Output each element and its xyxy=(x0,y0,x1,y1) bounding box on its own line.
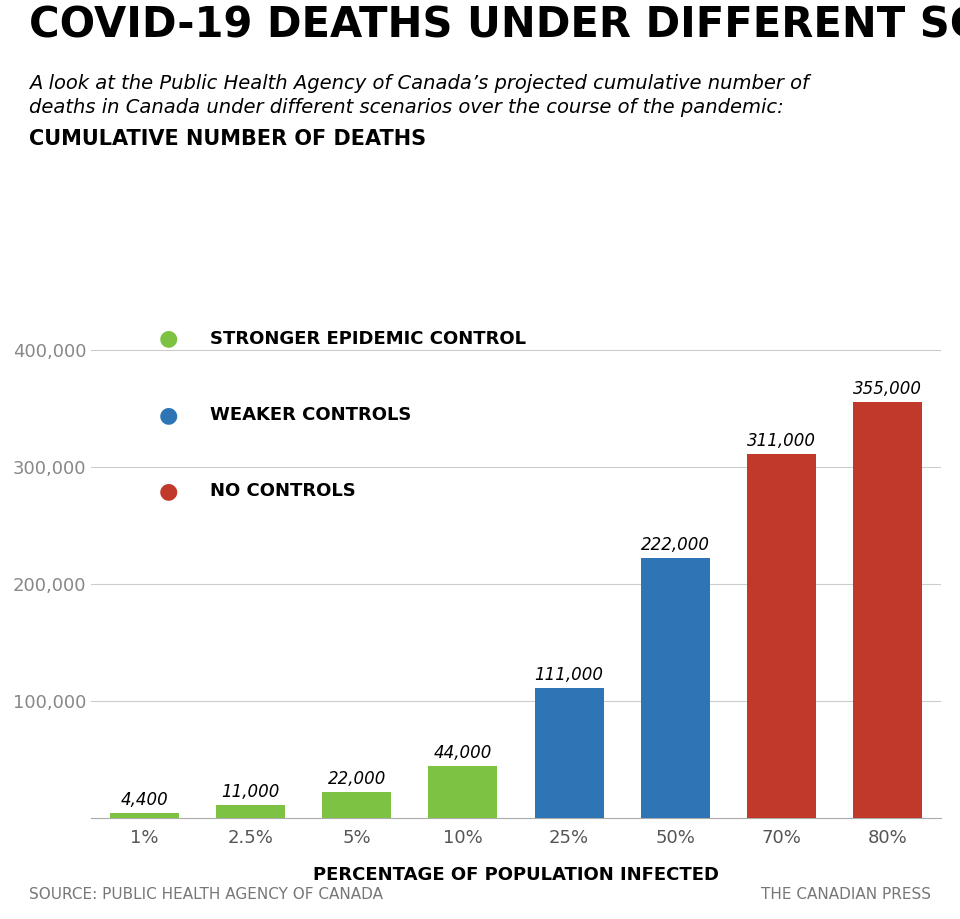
Text: STRONGER EPIDEMIC CONTROL: STRONGER EPIDEMIC CONTROL xyxy=(210,330,526,347)
Bar xyxy=(428,766,497,818)
Text: ●: ● xyxy=(159,328,179,348)
Bar xyxy=(109,812,179,818)
Text: COVID-19 DEATHS UNDER DIFFERENT SCENARIOS: COVID-19 DEATHS UNDER DIFFERENT SCENARIO… xyxy=(29,5,960,47)
Text: WEAKER CONTROLS: WEAKER CONTROLS xyxy=(210,406,412,424)
Text: 111,000: 111,000 xyxy=(535,666,604,684)
Text: 311,000: 311,000 xyxy=(747,432,816,449)
Text: 11,000: 11,000 xyxy=(222,783,279,801)
Text: CUMULATIVE NUMBER OF DEATHS: CUMULATIVE NUMBER OF DEATHS xyxy=(29,129,426,149)
Text: NO CONTROLS: NO CONTROLS xyxy=(210,482,356,500)
Bar xyxy=(535,688,604,818)
Text: THE CANADIAN PRESS: THE CANADIAN PRESS xyxy=(761,888,931,902)
Text: 22,000: 22,000 xyxy=(327,770,386,789)
Bar xyxy=(323,792,392,818)
Text: 4,400: 4,400 xyxy=(120,790,168,809)
Text: 222,000: 222,000 xyxy=(641,536,709,554)
X-axis label: PERCENTAGE OF POPULATION INFECTED: PERCENTAGE OF POPULATION INFECTED xyxy=(313,867,719,884)
Text: ●: ● xyxy=(159,404,179,425)
Bar xyxy=(747,454,816,818)
Text: A look at the Public Health Agency of Canada’s projected cumulative number of: A look at the Public Health Agency of Ca… xyxy=(29,74,808,93)
Bar xyxy=(216,805,285,818)
Bar xyxy=(853,403,923,818)
Text: ●: ● xyxy=(159,481,179,501)
Text: 44,000: 44,000 xyxy=(434,744,492,762)
Bar xyxy=(640,558,709,818)
Text: 355,000: 355,000 xyxy=(853,380,923,398)
Text: deaths in Canada under different scenarios over the course of the pandemic:: deaths in Canada under different scenari… xyxy=(29,98,783,118)
Text: SOURCE: PUBLIC HEALTH AGENCY OF CANADA: SOURCE: PUBLIC HEALTH AGENCY OF CANADA xyxy=(29,888,383,902)
